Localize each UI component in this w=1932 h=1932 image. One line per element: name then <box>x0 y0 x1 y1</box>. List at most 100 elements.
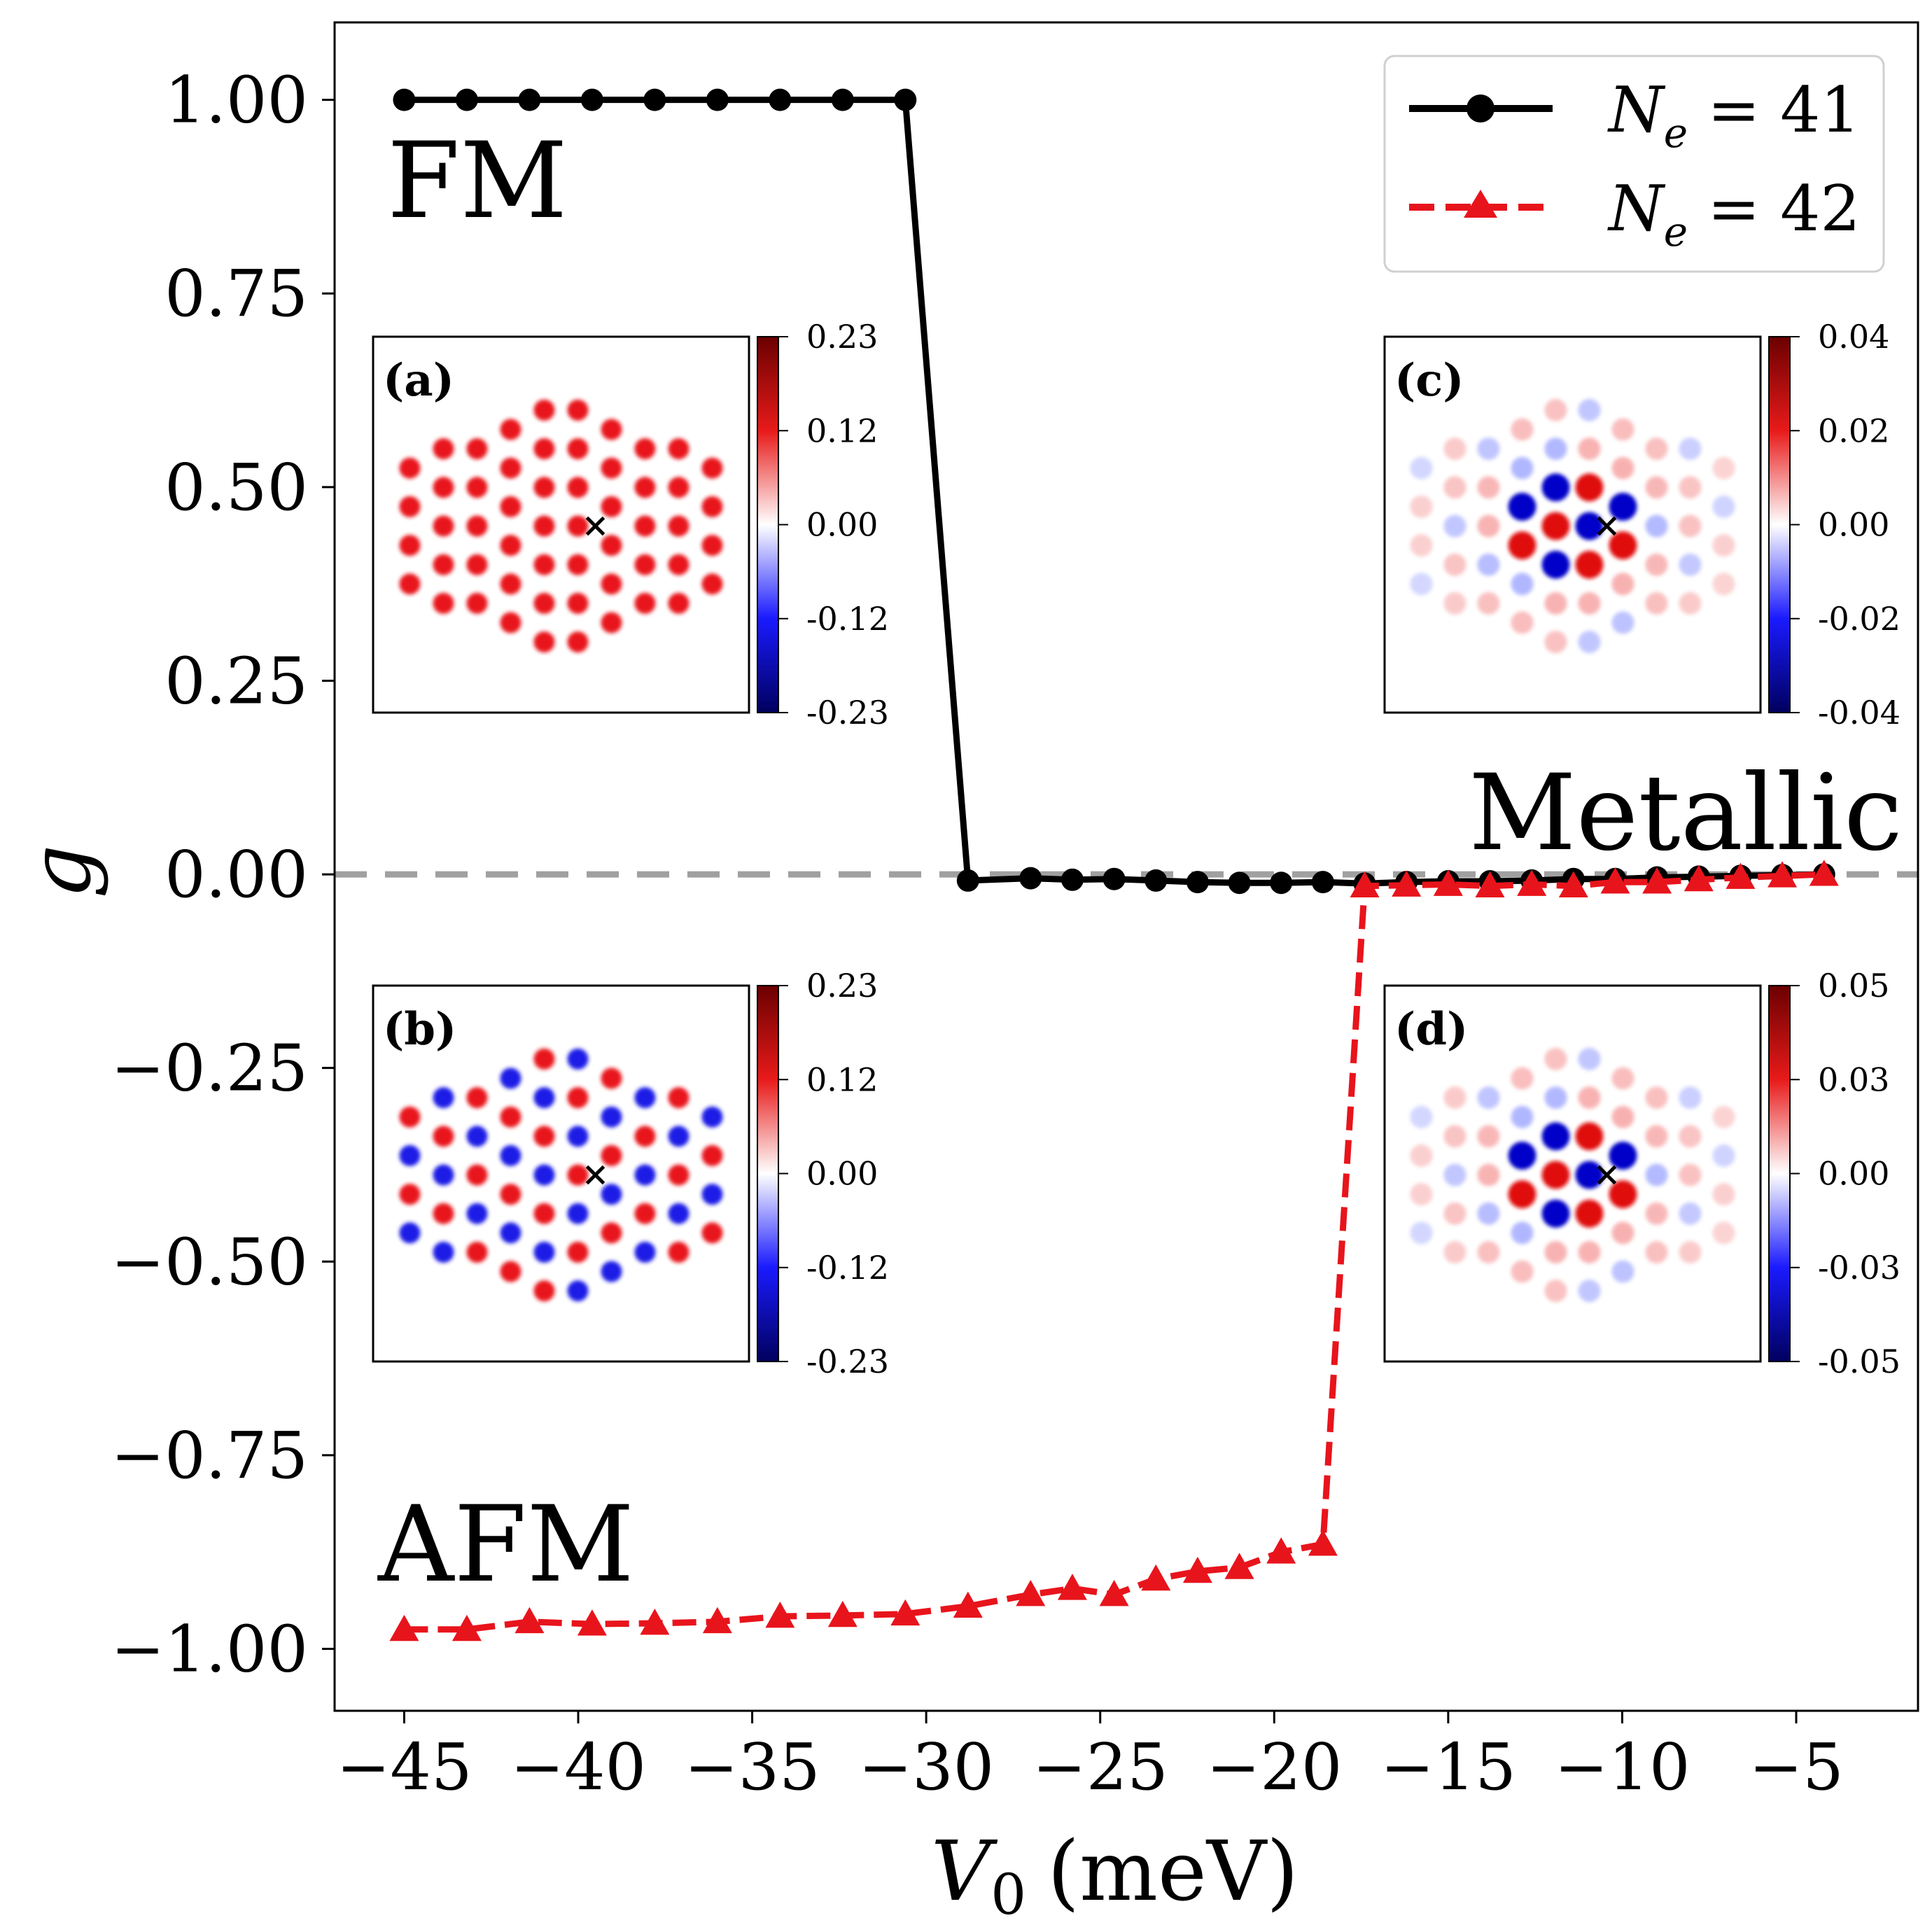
x-axis-label-subscript: 0 <box>990 1862 1026 1927</box>
data-point <box>1228 872 1251 895</box>
data-point <box>1099 1580 1129 1606</box>
y-axis-label: g <box>13 845 110 899</box>
inset-site <box>567 477 589 498</box>
inset-site <box>601 1184 622 1205</box>
data-point <box>1311 871 1334 894</box>
inset-site <box>1410 1222 1433 1245</box>
inset-site <box>1477 592 1500 615</box>
data-point <box>706 88 729 111</box>
inset-site <box>567 1048 589 1070</box>
inset-site <box>533 1087 555 1109</box>
data-point <box>894 88 917 111</box>
inset-site <box>701 1222 723 1244</box>
data-point <box>831 88 854 111</box>
colorbar-tick-label: 0.00 <box>1818 1155 1889 1193</box>
inset-site <box>399 1222 421 1244</box>
inset-site <box>1477 553 1500 576</box>
inset-site <box>1679 592 1702 615</box>
data-point <box>518 88 541 111</box>
inset-site <box>1410 1183 1433 1206</box>
y-tick-label: −1.00 <box>111 1611 308 1686</box>
inset-site <box>466 554 488 575</box>
inset-site <box>1477 1086 1500 1110</box>
inset-site <box>1575 1199 1604 1228</box>
inset-site <box>500 1184 522 1205</box>
inset-site <box>433 592 454 614</box>
inset-site <box>433 554 454 575</box>
inset-site <box>567 438 589 460</box>
inset-site <box>601 496 622 517</box>
legend-ne41-value: = 41 <box>1707 74 1861 147</box>
inset-site <box>533 438 555 460</box>
inset-site <box>500 612 522 634</box>
inset-site <box>601 1222 622 1244</box>
colorbar-tick-label: 0.03 <box>1818 1060 1889 1098</box>
inset-site <box>1578 1280 1601 1303</box>
inset-site <box>466 438 488 460</box>
colorbar-tick-label: -0.12 <box>806 600 889 638</box>
colorbar-tick-label: -0.05 <box>1818 1343 1900 1380</box>
inset-site <box>1575 1161 1604 1189</box>
inset-site <box>466 477 488 498</box>
legend-ne41-subscript: e <box>1664 109 1688 157</box>
inset-site <box>533 399 555 421</box>
colorbar <box>757 336 779 713</box>
inset-site <box>1443 592 1466 615</box>
inset-site <box>399 457 421 479</box>
inset-center-marker <box>1597 1165 1617 1185</box>
inset-site <box>1443 553 1466 576</box>
inset-site <box>634 1087 656 1109</box>
inset-site <box>533 631 555 653</box>
data-point <box>389 1614 419 1642</box>
inset-2: (b) 0.23 0.12 0.00 -0.12 -0.23 <box>372 967 889 1380</box>
inset-center-marker <box>585 516 606 536</box>
inset-panel-label: (c) <box>1394 354 1464 407</box>
inset-site <box>1645 438 1668 461</box>
region-label-afm: AFM <box>377 1484 634 1606</box>
x-tick-label: −40 <box>510 1730 646 1805</box>
inset-site <box>1578 1240 1601 1264</box>
inset-site <box>1575 473 1604 502</box>
x-tick-label: −15 <box>1380 1730 1516 1805</box>
inset-site <box>1410 495 1433 518</box>
inset-site <box>1511 1260 1534 1283</box>
inset-site <box>1611 418 1634 441</box>
inset-site <box>1544 631 1567 654</box>
inset-site <box>1544 438 1567 461</box>
inset-site <box>567 1280 589 1302</box>
inset-site <box>399 1106 421 1128</box>
inset-site <box>466 1164 488 1186</box>
inset-site <box>567 554 589 575</box>
inset-site <box>1645 592 1668 615</box>
data-point <box>1642 867 1672 894</box>
colorbar <box>757 985 779 1362</box>
data-point <box>953 1591 983 1618</box>
inset-site <box>634 438 656 460</box>
inset-site <box>668 1164 690 1186</box>
data-point <box>451 1614 482 1642</box>
inset-site <box>1575 1122 1604 1151</box>
inset-site <box>500 1068 522 1089</box>
colorbar-tick-label: -0.03 <box>1818 1249 1900 1287</box>
inset-site <box>1544 398 1567 421</box>
inset-site <box>1410 1105 1433 1128</box>
inset-site <box>433 1126 454 1147</box>
inset-site <box>1609 531 1637 560</box>
inset-site <box>1443 1125 1466 1148</box>
data-point <box>1475 871 1505 898</box>
inset-site <box>567 1126 589 1147</box>
y-tick-label: 1.00 <box>164 63 308 138</box>
inset-site <box>701 457 723 479</box>
inset-site <box>1645 1086 1668 1110</box>
inset-site <box>601 419 622 440</box>
inset-site <box>701 535 723 556</box>
data-point <box>580 88 603 111</box>
inset-site <box>1611 1105 1634 1128</box>
inset-site <box>1679 1202 1702 1225</box>
inset-site <box>567 631 589 653</box>
inset-site <box>1712 1222 1735 1245</box>
inset-site <box>1511 611 1534 634</box>
inset-site <box>433 438 454 460</box>
inset-site <box>433 1087 454 1109</box>
inset-site <box>1578 1086 1601 1110</box>
